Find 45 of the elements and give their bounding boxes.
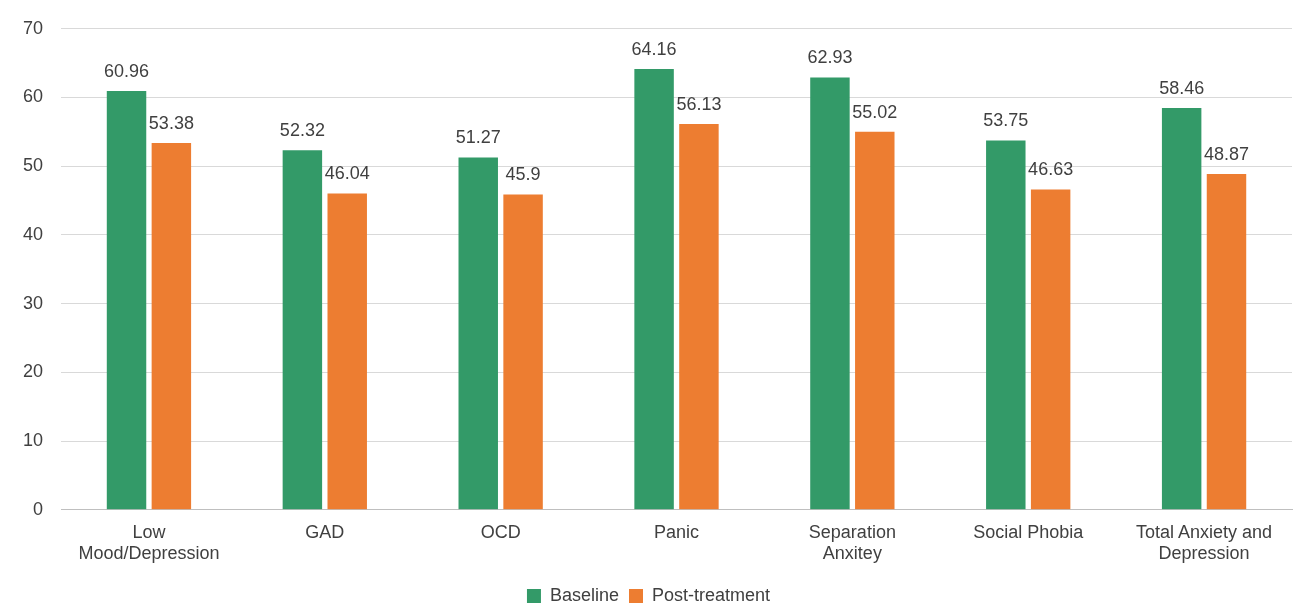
bar bbox=[458, 157, 498, 510]
y-tick-label: 60 bbox=[22, 86, 44, 107]
data-label: 53.75 bbox=[983, 110, 1029, 131]
x-tick-label: Low Mood/Depression bbox=[78, 521, 220, 564]
y-tick-label: 70 bbox=[22, 17, 44, 38]
x-tick-label: Panic bbox=[654, 521, 700, 542]
data-label: 52.32 bbox=[279, 120, 325, 141]
data-label: 51.27 bbox=[455, 127, 501, 148]
y-tick-label: 30 bbox=[22, 292, 44, 313]
data-label: 55.02 bbox=[852, 101, 898, 122]
legend-label: Post-treatment bbox=[652, 584, 771, 605]
y-tick-label: 20 bbox=[22, 361, 44, 382]
data-label: 46.63 bbox=[1028, 159, 1074, 180]
bar bbox=[986, 140, 1026, 510]
x-tick-label: Social Phobia bbox=[973, 521, 1085, 542]
x-tick-label: OCD bbox=[480, 521, 521, 542]
data-label: 46.04 bbox=[324, 163, 370, 184]
data-label: 60.96 bbox=[104, 60, 150, 81]
bar bbox=[1030, 189, 1071, 510]
bar bbox=[634, 68, 674, 510]
data-label: 58.46 bbox=[1159, 78, 1205, 99]
y-tick-label: 40 bbox=[22, 223, 44, 244]
data-label: 56.13 bbox=[676, 94, 722, 115]
bar bbox=[1161, 108, 1202, 510]
bar bbox=[151, 143, 192, 510]
bar bbox=[1206, 173, 1247, 510]
bar bbox=[810, 77, 850, 510]
data-label: 62.93 bbox=[807, 47, 853, 68]
bar bbox=[503, 194, 543, 510]
x-tick-label: Total Anxiety and Depression bbox=[1136, 521, 1273, 564]
data-label: 48.87 bbox=[1203, 143, 1250, 164]
bar bbox=[327, 193, 367, 510]
data-label: 53.38 bbox=[148, 112, 194, 133]
bar bbox=[855, 131, 895, 510]
bar bbox=[106, 90, 147, 510]
bar bbox=[679, 124, 719, 510]
y-tick-label: 0 bbox=[33, 498, 44, 519]
data-label: 45.9 bbox=[505, 164, 541, 185]
y-tick-label: 50 bbox=[22, 155, 44, 176]
y-tick-label: 10 bbox=[22, 430, 44, 451]
legend-label: Baseline bbox=[549, 584, 619, 605]
bar bbox=[282, 150, 323, 510]
x-tick-label: GAD bbox=[305, 521, 345, 542]
x-tick-label: Separation Anxitey bbox=[808, 521, 896, 564]
data-label: 64.16 bbox=[631, 38, 677, 59]
